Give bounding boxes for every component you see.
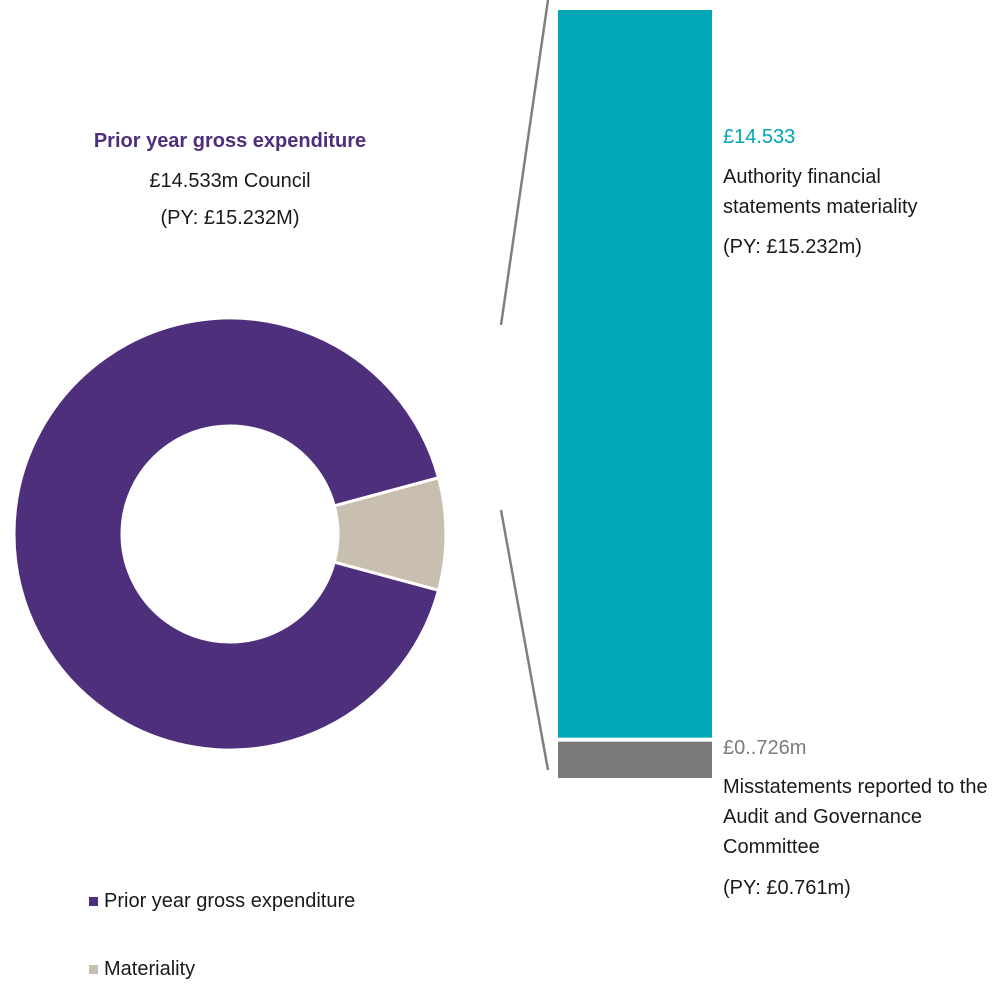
legend-label-materiality: Materiality (104, 958, 196, 980)
connector-line-bottom (499, 509, 550, 771)
bar-bottom-prior-year: (PY: £0.761m) (723, 877, 851, 899)
legend-swatch-materiality (89, 964, 98, 974)
donut-slice-expenditure (12, 316, 441, 752)
connector-line-top (499, 0, 550, 326)
legend-item-expenditure: Prior year gross expenditure (89, 886, 355, 916)
bar-segment-misstatements-reported (558, 741, 712, 778)
bar-top-value-label: £14.533 (723, 126, 796, 148)
donut-subtitle-council: £14.533m Council (149, 170, 311, 192)
legend-item-materiality: Materiality (89, 954, 195, 984)
donut-subtitle-prior-year: (PY: £15.232M) (160, 207, 300, 229)
bar-top-description: Authority financial statements materiali… (723, 166, 918, 218)
legend-swatch-expenditure (89, 896, 98, 906)
donut-title: Prior year gross expenditure (93, 130, 367, 152)
bar-bottom-value-label: £0..726m (723, 737, 807, 759)
legend-label-expenditure: Prior year gross expenditure (104, 890, 356, 912)
bar-bottom-description: Misstatements reported to the Audit and … (723, 776, 988, 858)
bar-segment-financial-statements-materiality (558, 10, 712, 738)
bar-top-prior-year: (PY: £15.232m) (723, 236, 862, 258)
